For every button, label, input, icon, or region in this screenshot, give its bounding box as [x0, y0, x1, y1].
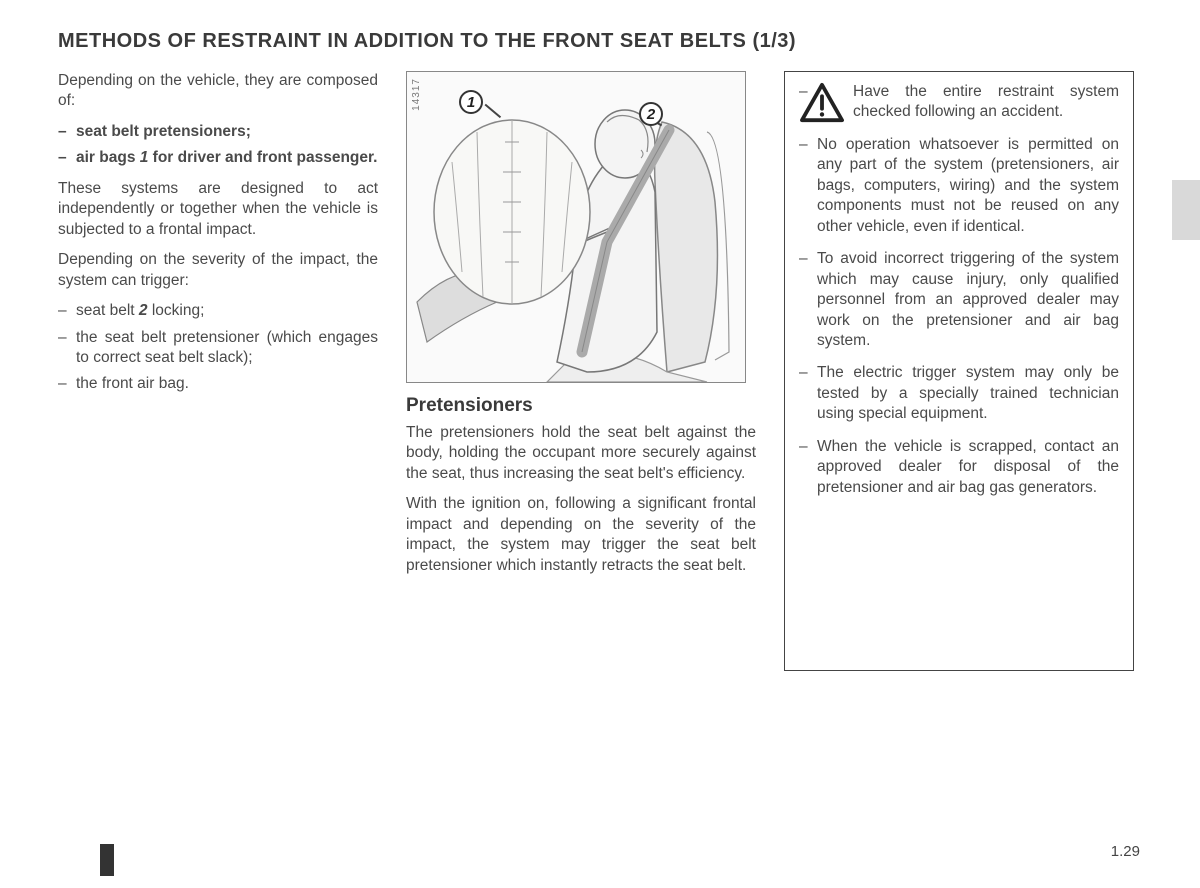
list-item: seat belt pretensioners;	[58, 122, 378, 142]
section-tab	[1172, 180, 1200, 240]
bullet-text: seat belt	[76, 302, 139, 319]
diagram-airbag: 14317	[406, 71, 746, 383]
paragraph: With the ignition on, following a signif…	[406, 494, 756, 576]
callout-1: 1	[459, 90, 483, 114]
column-left: Depending on the vehicle, they are compo…	[58, 71, 378, 671]
list-item: the front air bag.	[58, 374, 378, 394]
list-item: Have the entire restraint system checked…	[799, 82, 1119, 123]
title-fraction: (1/3)	[752, 30, 796, 52]
list-item: air bags 1 for driver and front passenge…	[58, 148, 378, 168]
warning-box: Have the entire restraint system checked…	[784, 71, 1134, 671]
figure-ref: 14317	[411, 78, 422, 111]
title-main: METHODS OF RESTRAINT IN ADDITION TO THE …	[58, 30, 746, 52]
list-item: seat belt 2 locking;	[58, 301, 378, 321]
paragraph: Depending on the severity of the impact,…	[58, 250, 378, 291]
page-number: 1.29	[1111, 843, 1140, 860]
column-right: Have the entire restraint system checked…	[784, 71, 1134, 671]
list-item: The electric trigger system may only be …	[799, 363, 1119, 424]
bullet-text: locking;	[148, 302, 205, 319]
ref-number: 2	[139, 302, 148, 319]
column-middle: 14317	[406, 71, 756, 671]
composition-list: seat belt pretensioners; air bags 1 for …	[58, 122, 378, 169]
list-item: the seat belt pretensioner (which engage…	[58, 328, 378, 369]
list-item: No operation whatsoever is permitted on …	[799, 135, 1119, 237]
paragraph: The pretensioners hold the seat belt aga…	[406, 423, 756, 484]
bullet-text: seat belt pretensioners;	[76, 123, 251, 140]
footer-mark	[100, 844, 114, 876]
callout-2: 2	[639, 102, 663, 126]
paragraph: These systems are designed to act indepe…	[58, 179, 378, 240]
list-item: When the vehicle is scrapped, contact an…	[799, 437, 1119, 498]
warning-list-top: Have the entire restraint system checked…	[799, 82, 1119, 123]
subheading-pretensioners: Pretensioners	[406, 395, 756, 417]
warning-list: No operation whatsoever is permitted on …	[799, 135, 1119, 498]
airbag-illustration	[407, 72, 746, 383]
page-title: METHODS OF RESTRAINT IN ADDITION TO THE …	[58, 30, 1150, 53]
list-item: To avoid incorrect triggering of the sys…	[799, 249, 1119, 351]
trigger-list: seat belt 2 locking; the seat belt prete…	[58, 301, 378, 395]
intro-text: Depending on the vehicle, they are compo…	[58, 71, 378, 112]
content-columns: Depending on the vehicle, they are compo…	[58, 71, 1150, 671]
